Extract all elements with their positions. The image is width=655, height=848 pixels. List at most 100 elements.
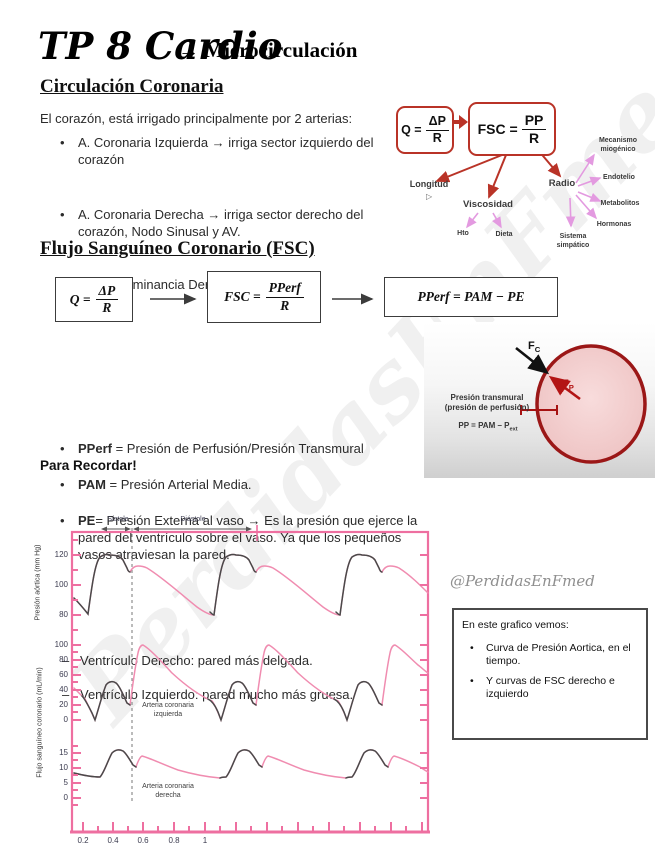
title-main-text: Microcirculación	[204, 38, 358, 62]
chart-note-box: En este grafico vemos: Curva de Presión …	[452, 608, 648, 740]
vessel-formula: PP = PAM – Pext	[438, 421, 538, 433]
fc-label-sub: C	[534, 345, 541, 355]
left-coronary-curve-systolic-1	[81, 680, 131, 723]
right-coronary-curve-systolic-2	[219, 749, 263, 779]
vessel-caption-2: (presión de perfusión)	[444, 403, 530, 412]
heading-fsc: Flujo Sanguíneo Coronario (FSC)	[40, 238, 315, 259]
equation-box-pperf: PPerf = PAM − PE	[384, 277, 558, 317]
vessel-svg	[515, 344, 647, 464]
diastole-label: Diástole	[180, 516, 206, 523]
factor-sistema-simpatico: Sistema simpático	[556, 233, 590, 249]
ytick-right-0: 0	[63, 793, 68, 802]
def-bullet-pam: PAM = Presión Arterial Media.	[58, 476, 438, 493]
eq1-lhs: Q =	[69, 291, 91, 307]
eq2-numerator: PPerf	[265, 281, 304, 298]
vessel-diagram: FC FP Presión transmural (presión de per…	[424, 322, 655, 478]
fc-label: FC	[528, 340, 540, 354]
q-formula-box: Q = ΔP R	[396, 106, 454, 154]
coronary-bullet-1: A. Coronaria Izquierda → irriga sector i…	[58, 134, 408, 168]
note-box-bullet-1: Curva de Presión Aortica, en el tiempo.	[462, 642, 638, 668]
def-rest-pe: = Presión Externa al vaso → Es la presió…	[78, 513, 418, 562]
factor-endotelio: Endotelio	[603, 174, 635, 181]
def-bullet-pperf: PPerf = Presión de Perfusión/Presión Tra…	[58, 440, 438, 457]
xtick-02: 0.2	[77, 836, 89, 845]
right-coronary-curve-diastolic	[73, 749, 429, 779]
ytick-flow-20: 20	[59, 700, 68, 709]
recordar-item-2: Ventrículo Izquierdo: pared mucho más gr…	[60, 686, 420, 703]
note-box-bullet-2: Y curvas de FSC derecho e izquierdo	[462, 675, 638, 701]
factors-arrows-svg	[435, 115, 602, 229]
chart-ticks	[73, 539, 427, 831]
ytick-right-15: 15	[59, 748, 68, 757]
equation-flow-arrows-svg	[150, 293, 374, 305]
left-coronary-curve-systolic-3	[333, 680, 383, 723]
ytick-flow-40: 40	[59, 685, 68, 694]
factor-metabolitos: Metabolitos	[600, 200, 640, 207]
vessel-circle	[535, 344, 647, 464]
fsc-numerator: PP	[521, 113, 547, 130]
equation-box-q: Q = ΔP R	[55, 277, 133, 322]
xtick-08: 0.8	[168, 836, 180, 845]
coronary-bullet-2: A. Coronaria Derecha → irriga sector der…	[58, 206, 408, 240]
aortic-pressure-curve-systolic-2	[209, 553, 257, 616]
xtick-04: 0.4	[107, 836, 119, 845]
def-term-pe: PE	[78, 513, 96, 528]
title-arrow: →	[178, 38, 199, 62]
fc-arrow-icon	[515, 346, 550, 375]
xtick-06: 0.6	[137, 836, 149, 845]
xtick-1: 1	[202, 836, 208, 845]
fsc-lhs: FSC =	[477, 121, 518, 137]
def-bullet-pe: PE= Presión Externa al vaso → Es la pres…	[58, 512, 433, 563]
y-axis-label-flow: Flujo sanguíneo coronario (mL/min)	[36, 667, 44, 778]
ytick-100: 100	[54, 580, 68, 589]
right-coronary-curve-systolic-1	[73, 749, 137, 778]
factor-dieta: Dieta	[495, 231, 513, 238]
factor-hto: Hto	[457, 230, 469, 237]
cursor-icon: ▷	[426, 192, 433, 201]
ytick-flow-100: 100	[54, 640, 68, 649]
note-box-title: En este grafico vemos:	[462, 619, 569, 631]
ytick-120: 120	[54, 550, 68, 559]
fp-label-main: F	[562, 378, 569, 390]
factor-viscosidad: Viscosidad	[463, 199, 513, 210]
systole-label: Sístole	[107, 516, 129, 523]
aortic-pressure-curve-systolic-1	[73, 553, 131, 616]
fsc-formula-box: FSC = PP R	[468, 102, 556, 156]
factor-mecanismo-miogenico: Mecanismo miogénico	[598, 137, 638, 153]
author-handle: @PerdidasEnFmed	[450, 572, 595, 590]
eq2-lhs: FSC =	[224, 289, 261, 304]
def-rest-pperf: = Presión de Perfusión/Presión Transmura…	[111, 441, 364, 456]
recordar-heading: Para Recordar!	[40, 458, 137, 473]
def-term-pam: PAM	[78, 477, 106, 492]
intro-paragraph: El corazón, está irrigado principalmente…	[40, 111, 353, 126]
fsc-denominator: R	[528, 129, 540, 146]
vessel-caption-1: Presión transmural	[450, 393, 524, 402]
fc-label-main: F	[528, 340, 535, 352]
q-denominator: R	[432, 130, 442, 145]
def-term-pperf: PPerf	[78, 441, 112, 456]
y-axis-label-pressure: Presión aórtica (mm Hg)	[34, 544, 42, 621]
recordar-item-1: Ventrículo Derecho: pared más delgada.	[60, 652, 420, 669]
fp-arrow-icon	[548, 375, 581, 401]
vessel-formula-main: PP = PAM – P	[458, 421, 510, 430]
fp-label-sub: P	[568, 383, 574, 393]
right-coronary-curve-systolic-3	[345, 749, 389, 779]
factor-longitud: Longitud	[409, 179, 449, 189]
aortic-pressure-curve-systolic-3	[335, 553, 383, 616]
left-coronary-curve-systolic-2	[207, 680, 257, 723]
q-lhs: Q =	[401, 123, 422, 137]
fp-label: FP	[562, 378, 574, 392]
page-title-main: → Microcirculación	[178, 38, 357, 63]
chart-svg	[70, 525, 430, 834]
eq2-denominator: R	[280, 297, 290, 313]
q-numerator: ΔP	[425, 115, 449, 131]
eq1-numerator: ΔP	[95, 283, 119, 300]
factor-hormonas: Hormonas	[596, 221, 632, 228]
left-coronary-curve-label: Arteria coronaria izquierda	[142, 702, 194, 718]
factor-radio: Radio	[548, 178, 576, 189]
vessel-formula-sub: ext	[509, 426, 518, 433]
ytick-flow-0: 0	[63, 715, 68, 724]
left-coronary-curve-diastolic	[73, 644, 429, 723]
heading-circulacion-coronaria: Circulación Coronaria	[40, 76, 224, 97]
